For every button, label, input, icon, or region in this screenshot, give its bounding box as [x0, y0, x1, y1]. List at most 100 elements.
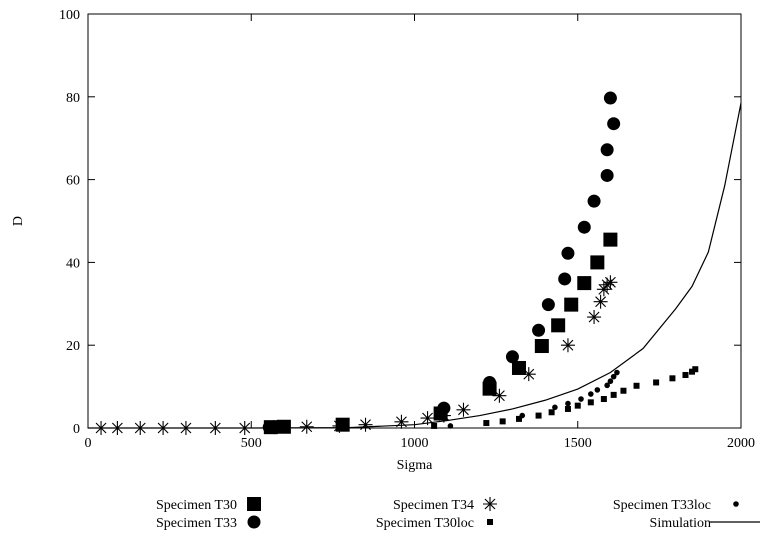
- legend-entry: Specimen T30: [156, 497, 261, 513]
- y-tick-label: 20: [66, 339, 80, 354]
- data-point: [590, 255, 605, 270]
- data-point: [532, 323, 546, 337]
- data-point: [596, 282, 611, 297]
- data-point: [492, 388, 507, 403]
- data-point: [600, 143, 614, 157]
- data-point: [653, 379, 660, 386]
- data-point: [431, 422, 438, 429]
- x-axis-label: Sigma: [397, 458, 434, 473]
- data-point: [578, 396, 584, 402]
- x-tick-label: 1000: [401, 436, 429, 451]
- x-tick-label: 1500: [564, 436, 592, 451]
- data-point: [436, 408, 451, 423]
- x-tick-label: 2000: [727, 436, 755, 451]
- data-point: [552, 404, 558, 411]
- data-point: [541, 298, 555, 312]
- data-point: [574, 402, 581, 409]
- data-point: [551, 318, 566, 333]
- legend-marker: [487, 519, 493, 525]
- data-point: [437, 401, 451, 415]
- data-point: [600, 396, 607, 403]
- data-point: [358, 417, 373, 432]
- legend-label: Specimen T33: [156, 516, 237, 531]
- data-point: [558, 272, 572, 286]
- legend-entry: Specimen T33loc: [613, 498, 739, 513]
- data-point: [682, 372, 689, 379]
- y-tick-label: 0: [73, 422, 80, 437]
- data-point: [521, 367, 536, 382]
- data-point: [394, 414, 409, 429]
- data-point: [499, 418, 506, 425]
- series-specimen-t30loc: [431, 366, 699, 429]
- data-point: [588, 391, 594, 397]
- data-point: [511, 360, 526, 375]
- data-point: [156, 421, 171, 435]
- data-point: [587, 310, 602, 325]
- data-point: [604, 382, 610, 389]
- data-point: [587, 399, 594, 406]
- data-point: [600, 277, 615, 292]
- data-point: [607, 117, 621, 131]
- data-point: [603, 91, 617, 105]
- data-point: [519, 412, 526, 419]
- x-tick-label: 500: [241, 436, 262, 451]
- data-point: [603, 232, 618, 247]
- legend-entry: Specimen T34: [393, 497, 497, 513]
- data-point: [133, 421, 148, 435]
- data-point: [577, 276, 592, 291]
- y-tick-label: 40: [66, 256, 80, 271]
- data-point: [548, 409, 555, 416]
- legend-label: Specimen T30: [156, 498, 237, 513]
- series-specimen-t33loc: [447, 369, 620, 429]
- data-point: [564, 297, 579, 312]
- data-point: [692, 366, 699, 373]
- y-tick-label: 80: [66, 91, 80, 106]
- data-point: [483, 375, 497, 389]
- data-point: [689, 368, 696, 375]
- legend-marker: [247, 515, 261, 529]
- data-point: [420, 411, 435, 426]
- axes: 0 500 1000 1500 2000 0 20 40 60 80 100 Sigma D: [11, 8, 755, 473]
- data-point: [587, 194, 601, 208]
- legend-marker: [483, 497, 497, 511]
- legend: Specimen T30 Specimen T33 Specimen T34 Spec…: [156, 497, 760, 531]
- legend-entry: Simulation: [650, 516, 760, 531]
- data-point: [447, 423, 454, 429]
- data-point: [593, 294, 608, 309]
- data-point: [607, 378, 614, 385]
- data-point: [94, 421, 109, 435]
- data-point: [560, 338, 575, 353]
- legend-marker: [247, 497, 261, 511]
- y-tick-label: 60: [66, 174, 80, 189]
- legend-entry: Specimen T30loc: [376, 516, 493, 531]
- data-point: [614, 369, 620, 376]
- legend-label: Simulation: [650, 516, 711, 531]
- data-point: [208, 421, 223, 435]
- data-point: [299, 419, 314, 434]
- y-axis-label: D: [11, 216, 26, 226]
- data-point: [276, 419, 291, 434]
- data-point: [610, 391, 617, 398]
- data-point: [483, 420, 490, 427]
- data-point: [561, 246, 575, 260]
- data-point: [565, 400, 571, 407]
- legend-label: Specimen T30loc: [376, 516, 474, 531]
- data-point: [633, 382, 640, 389]
- data-point: [564, 405, 571, 412]
- legend-label: Specimen T34: [393, 498, 474, 513]
- data-point: [110, 421, 125, 435]
- data-point: [577, 220, 591, 234]
- data-point: [603, 275, 618, 290]
- legend-marker: [733, 501, 739, 507]
- data-point: [332, 418, 347, 433]
- plot-frame: [87, 13, 742, 429]
- data-point: [600, 168, 614, 182]
- data-point: [620, 387, 627, 394]
- data-point: [594, 387, 601, 393]
- data-point: [456, 402, 471, 417]
- legend-label: Specimen T33loc: [613, 498, 711, 513]
- y-tick-label: 100: [59, 8, 80, 23]
- data-point: [535, 412, 542, 419]
